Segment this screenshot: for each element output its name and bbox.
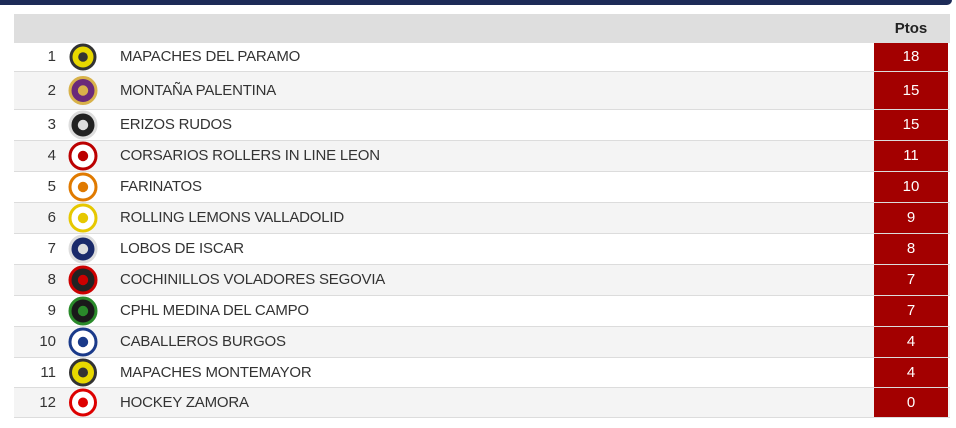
team-name: LOBOS DE ISCAR [120,240,244,257]
team-logo [68,327,98,357]
team-logo [69,388,97,417]
table-row: 4 CORSARIOS ROLLERS IN LINE LEON 11 [14,141,950,172]
rank: 12 [39,394,56,411]
team-logo [68,110,98,140]
table-row: 2 MONTAÑA PALENTINA 15 [14,72,950,110]
rank: 3 [47,116,56,133]
team-name: COCHINILLOS VOLADORES SEGOVIA [120,271,386,288]
rank: 8 [47,271,56,288]
table-row: 8 COCHINILLOS VOLADORES SEGOVIA 7 [14,265,950,296]
rank: 7 [47,240,56,257]
points: 10 [874,172,948,202]
team-name: MONTAÑA PALENTINA [120,82,277,99]
table-row: 3 ERIZOS RUDOS 15 [14,110,950,141]
table-row: 12 HOCKEY ZAMORA 0 [14,388,950,418]
team-logo [68,76,98,105]
table-row: 5 FARINATOS 10 [14,172,950,203]
header-row: Ptos [14,14,950,43]
team-name: FARINATOS [120,178,202,195]
points: 11 [874,141,948,171]
points: 4 [874,327,948,357]
table-row: 11 MAPACHES MONTEMAYOR 4 [14,358,950,388]
table-row: 1 MAPACHES DEL PARAMO 18 [14,43,950,72]
standings-table: Ptos 1 MAPACHES DEL PARAMO 18 2 MONTAÑA PALE… [14,14,950,418]
points: 9 [874,203,948,233]
table-row: 6 ROLLING LEMONS VALLADOLID 9 [14,203,950,234]
table-row: 10 CABALLEROS BURGOS 4 [14,327,950,358]
points: 15 [874,110,948,140]
team-logo [68,234,98,264]
rank: 1 [47,48,56,65]
points: 0 [874,388,948,417]
table-row: 7 LOBOS DE ISCAR 8 [14,234,950,265]
team-name: HOCKEY ZAMORA [120,394,249,411]
points: 15 [874,72,948,109]
team-logo [69,358,97,387]
rank: 2 [47,82,56,99]
points: 7 [874,296,948,326]
team-name: CABALLEROS BURGOS [120,333,286,350]
rank: 10 [39,333,56,350]
points: 7 [874,265,948,295]
team-name: MAPACHES MONTEMAYOR [120,364,312,381]
team-logo [68,296,98,326]
team-name: CORSARIOS ROLLERS IN LINE LEON [120,147,380,164]
team-logo [69,43,97,71]
rank: 9 [47,302,56,319]
points: 4 [874,358,948,387]
rank: 6 [47,209,56,226]
team-name: ROLLING LEMONS VALLADOLID [120,209,344,226]
rank: 11 [40,364,56,381]
rank: 5 [47,178,56,195]
rank: 4 [47,147,56,164]
team-name: ERIZOS RUDOS [120,116,232,133]
team-name: MAPACHES DEL PARAMO [120,48,301,65]
team-logo [68,265,98,295]
team-logo [68,141,98,171]
team-name: CPHL MEDINA DEL CAMPO [120,302,309,319]
top-bar [0,0,952,5]
points-header: Ptos [894,20,928,37]
table-row: 9 CPHL MEDINA DEL CAMPO 7 [14,296,950,327]
team-logo [68,203,98,233]
points: 8 [874,234,948,264]
points: 18 [874,43,948,71]
team-logo [68,172,98,202]
